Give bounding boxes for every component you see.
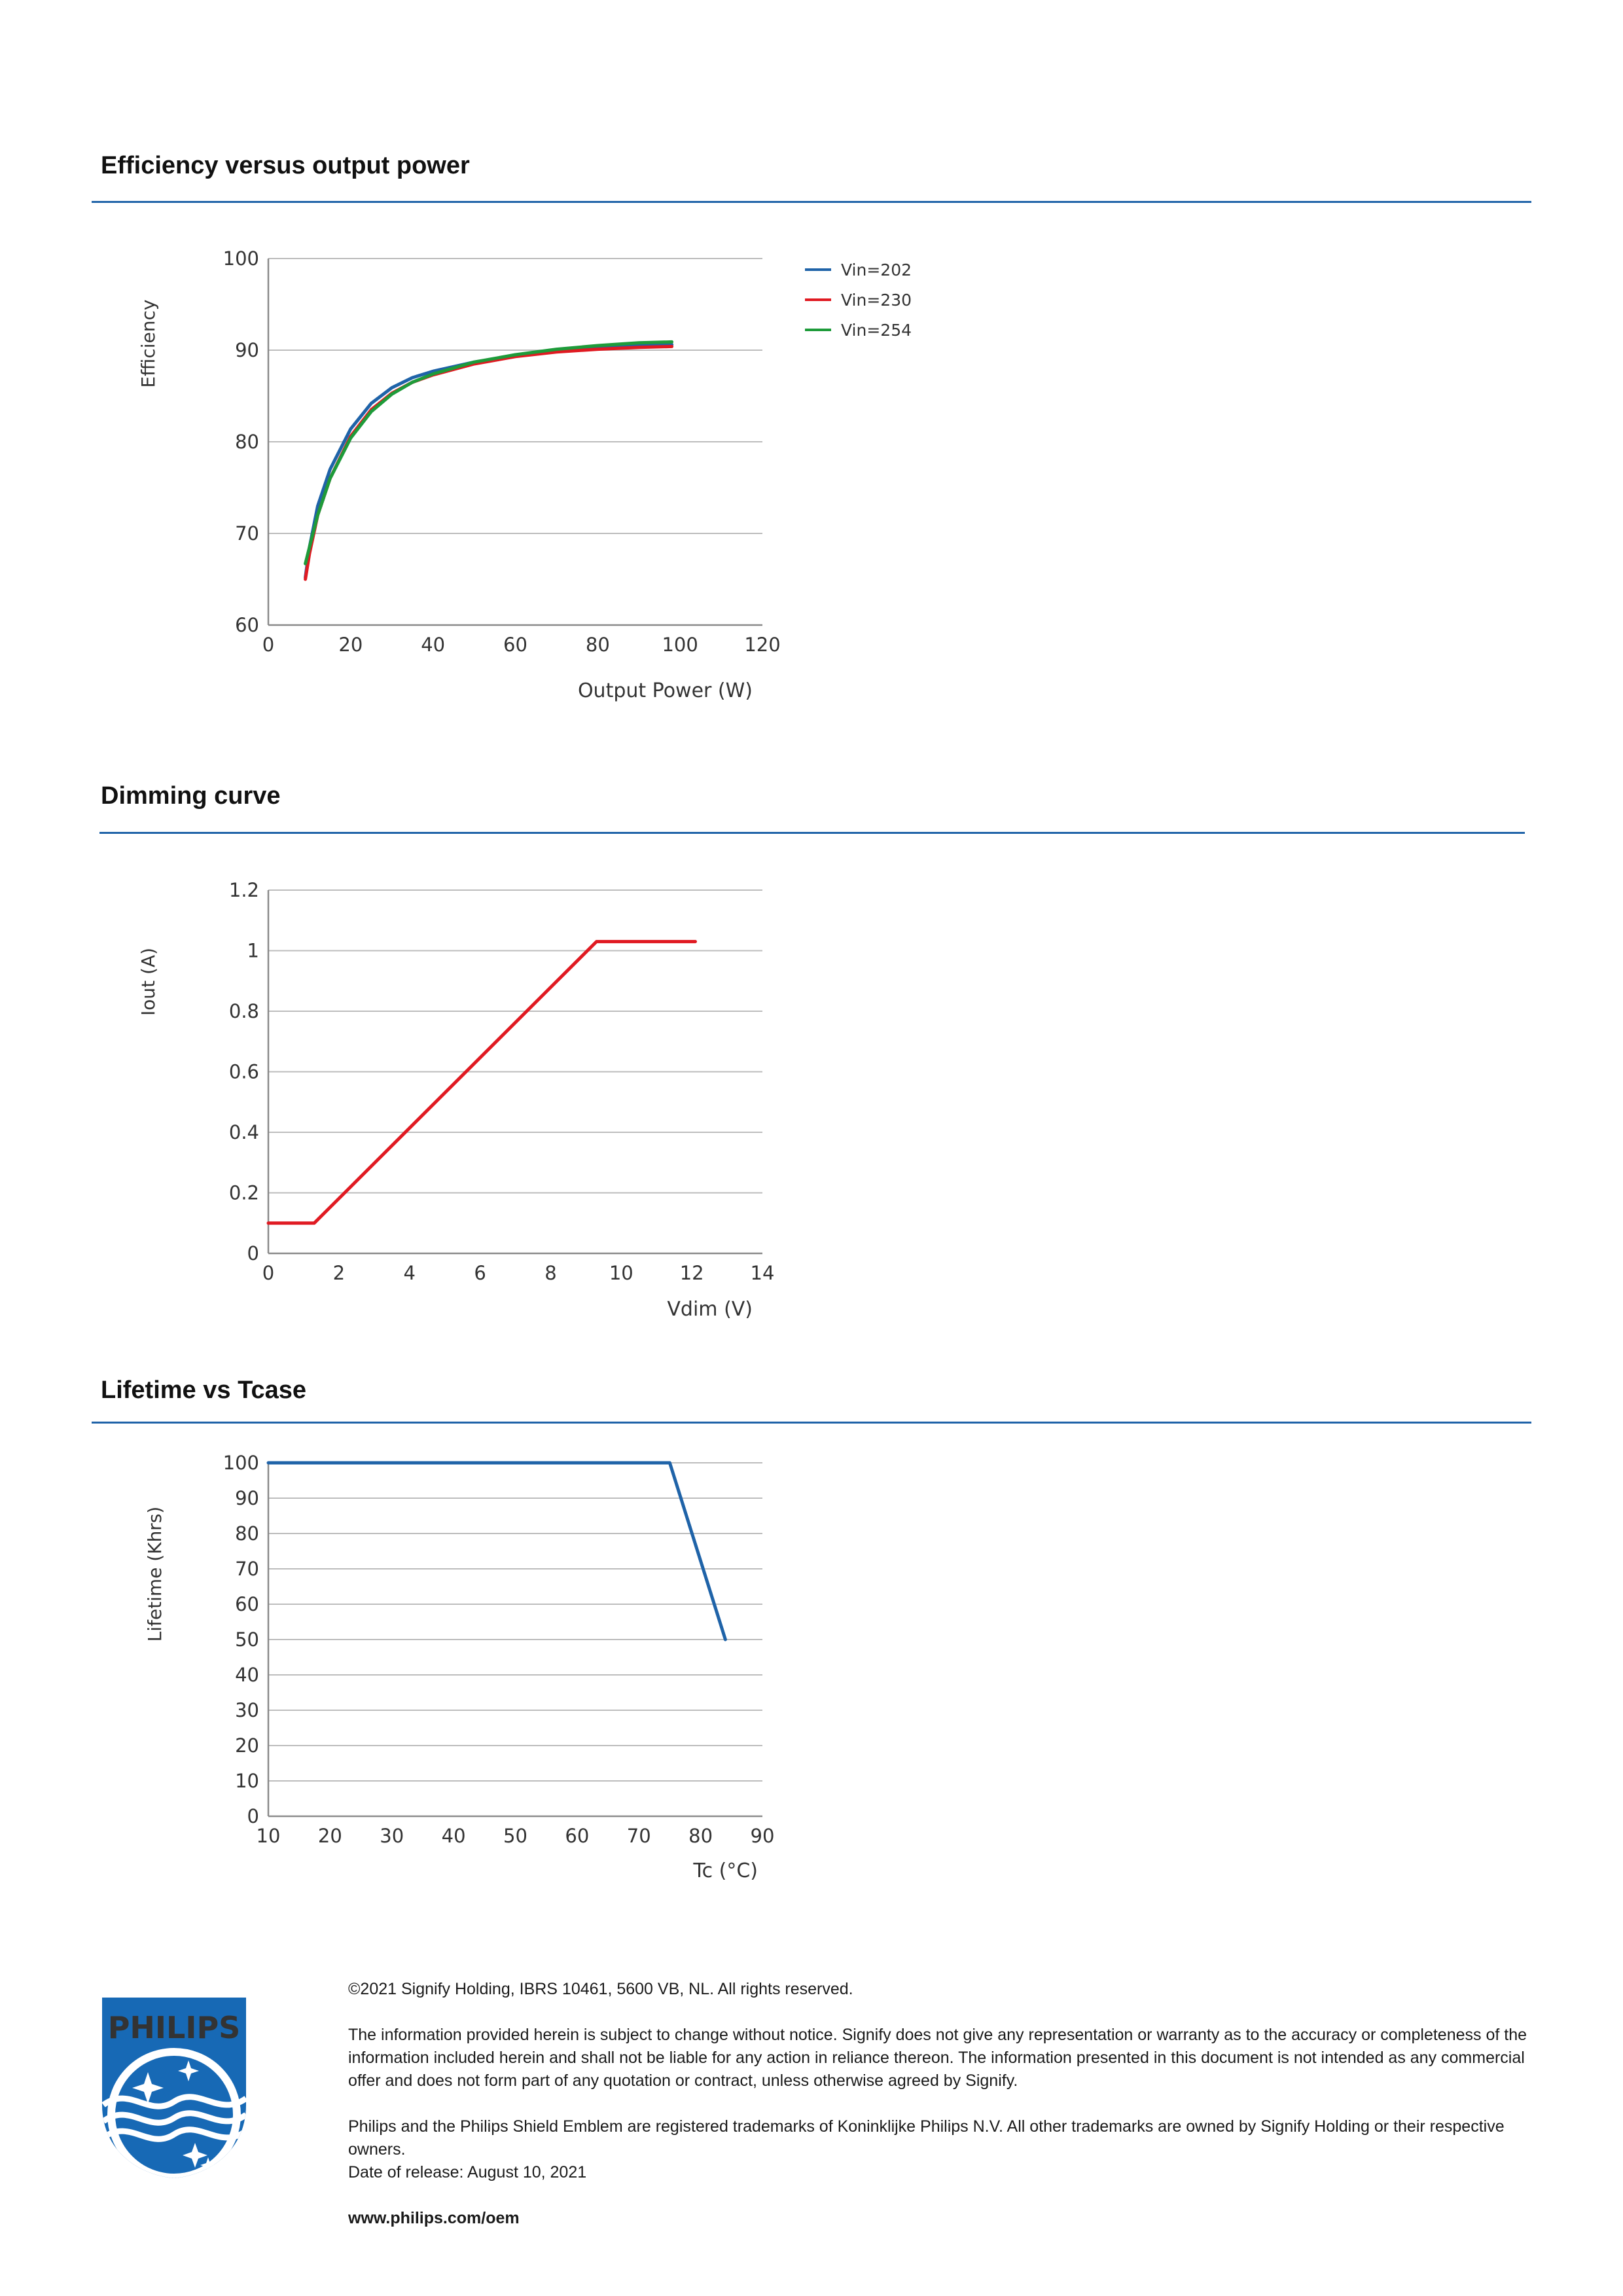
y-tick-label: 10	[235, 1770, 259, 1792]
y-tick-label: 90	[235, 339, 259, 361]
x-tick-label: 100	[662, 634, 698, 656]
x-tick-label: 6	[474, 1262, 486, 1284]
x-tick-label: 40	[421, 634, 445, 656]
y-tick-label: 70	[235, 522, 259, 545]
dimming-chart: 0 0.2 0.4 0.6 0.8 1 1.2 0 2 4 6 8 10 12 14 Vdim (V) Iout…	[137, 879, 775, 1321]
series-line	[266, 940, 697, 1225]
footer-disclaimer: The information provided herein is subje…	[348, 2026, 1527, 2090]
x-tick-label: 14	[751, 1262, 775, 1284]
series-line	[304, 344, 674, 581]
y-tick-label: 1	[247, 940, 259, 962]
y-tick-label: 70	[235, 1558, 259, 1580]
x-tick-label: 70	[627, 1825, 651, 1847]
y-tick-label: 30	[235, 1699, 259, 1721]
x-tick-label: 4	[403, 1262, 415, 1284]
section-divider	[99, 832, 1525, 834]
legend-label: Vin=230	[841, 291, 912, 310]
y-tick-label: 0.2	[229, 1182, 259, 1204]
y-tick-label: 0.6	[229, 1061, 259, 1083]
series-line	[304, 340, 674, 565]
footer-trademarks: Philips and the Philips Shield Emblem ar…	[348, 2117, 1505, 2159]
x-tick-label: 10	[257, 1825, 281, 1847]
footer-website-link[interactable]: www.philips.com/oem	[348, 2209, 520, 2227]
y-tick-label: 100	[223, 1452, 259, 1474]
x-tick-label: 2	[333, 1262, 345, 1284]
x-tick-label: 10	[609, 1262, 633, 1284]
x-axis-title: Tc (°C)	[692, 1859, 758, 1882]
x-tick-label: 20	[338, 634, 363, 656]
footer-release-date: Date of release: August 10, 2021	[348, 2163, 587, 2181]
footer-copyright: ©2021 Signify Holding, IBRS 10461, 5600 …	[348, 1980, 853, 1998]
y-tick-label: 0.8	[229, 1000, 259, 1022]
y-axis-title: Lifetime (Khrs)	[144, 1507, 166, 1642]
x-tick-label: 0	[262, 1262, 274, 1284]
legend-label: Vin=202	[841, 260, 912, 279]
y-tick-label: 0.4	[229, 1121, 259, 1143]
y-tick-label: 60	[235, 614, 259, 636]
section-divider	[92, 1422, 1531, 1424]
x-tick-label: 20	[318, 1825, 342, 1847]
y-tick-label: 50	[235, 1628, 259, 1651]
section-title-dimming: Dimming curve	[101, 782, 281, 810]
philips-shield-icon: PHILIPS	[102, 1998, 246, 2178]
x-axis-title: Vdim (V)	[667, 1298, 753, 1321]
y-tick-label: 60	[235, 1593, 259, 1615]
y-tick-label: 20	[235, 1734, 259, 1757]
y-tick-label: 0	[247, 1805, 259, 1827]
philips-logo: PHILIPS	[97, 1994, 251, 2184]
y-tick-label: 1.2	[229, 879, 259, 901]
x-tick-label: 90	[751, 1825, 775, 1847]
x-tick-label: 120	[744, 634, 780, 656]
y-tick-label: 80	[235, 431, 259, 453]
x-tick-label: 8	[544, 1262, 556, 1284]
x-tick-label: 30	[380, 1825, 404, 1847]
x-axis-title: Output Power (W)	[578, 679, 753, 702]
section-divider	[92, 201, 1531, 203]
section-title-lifetime: Lifetime vs Tcase	[101, 1376, 307, 1404]
efficiency-chart: 60 70 80 90 100 0 20 40 60 80 100 120 Output Power (…	[137, 247, 912, 702]
series-line	[266, 1461, 727, 1641]
x-tick-label: 60	[503, 634, 527, 656]
x-tick-label: 80	[688, 1825, 713, 1847]
logo-wordmark: PHILIPS	[108, 2010, 241, 2045]
x-tick-label: 40	[442, 1825, 466, 1847]
x-tick-label: 50	[503, 1825, 527, 1847]
x-tick-label: 0	[262, 634, 274, 656]
x-tick-label: 60	[565, 1825, 589, 1847]
legend-label: Vin=254	[841, 321, 912, 340]
section-title-efficiency: Efficiency versus output power	[101, 152, 470, 179]
series-line	[304, 343, 674, 579]
y-tick-label: 0	[247, 1242, 259, 1265]
footer: ©2021 Signify Holding, IBRS 10461, 5600 …	[348, 1978, 1533, 2230]
y-tick-label: 100	[223, 247, 259, 270]
x-tick-label: 12	[680, 1262, 704, 1284]
y-tick-label: 90	[235, 1487, 259, 1509]
y-axis-title: Efficiency	[137, 300, 159, 388]
y-tick-label: 80	[235, 1522, 259, 1545]
x-tick-label: 80	[586, 634, 610, 656]
y-axis-title: Iout (A)	[137, 948, 159, 1016]
y-tick-label: 40	[235, 1664, 259, 1686]
